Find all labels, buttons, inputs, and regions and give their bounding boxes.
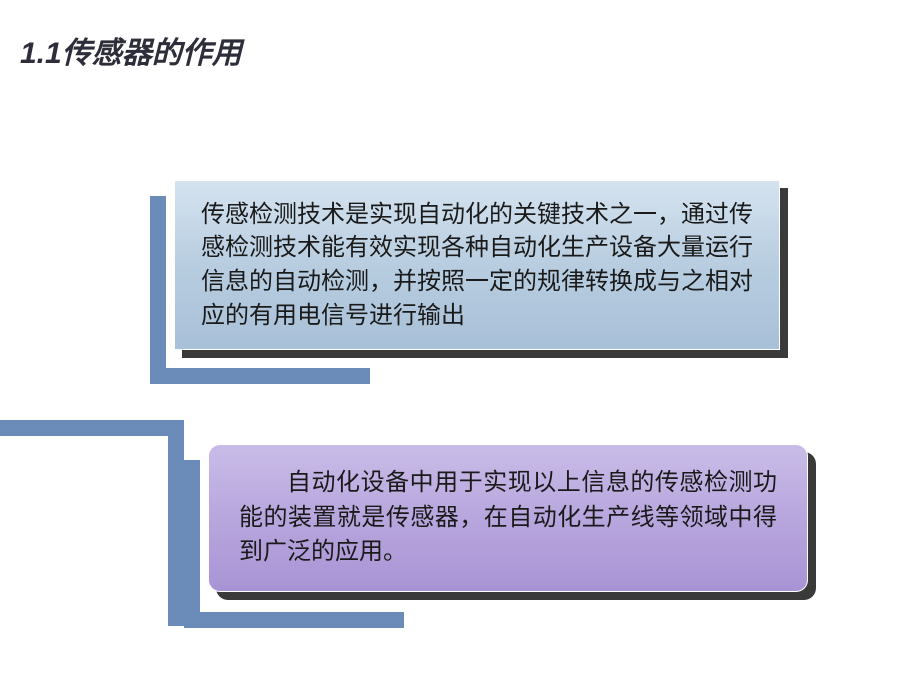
section-title: 1.1传感器的作用 bbox=[20, 28, 242, 72]
bracket-top-2 bbox=[0, 420, 184, 436]
bracket-left-1 bbox=[150, 196, 166, 384]
bracket-bottom-1 bbox=[150, 368, 370, 384]
box2-panel: 自动化设备中用于实现以上信息的传感检测功能的装置就是传感器，在自动化生产线等领域… bbox=[208, 444, 808, 592]
box2-text: 自动化设备中用于实现以上信息的传感检测功能的装置就是传感器，在自动化生产线等领域… bbox=[239, 466, 777, 570]
box1-panel: 传感检测技术是实现自动化的关键技术之一，通过传感检测技术能有效实现各种自动化生产… bbox=[174, 180, 780, 350]
bracket-right-2 bbox=[168, 420, 184, 626]
bracket-bottom-2 bbox=[184, 612, 404, 628]
box1-text: 传感检测技术是实现自动化的关键技术之一，通过传感检测技术能有效实现各种自动化生产… bbox=[201, 198, 753, 332]
bracket-left-2 bbox=[184, 460, 200, 628]
